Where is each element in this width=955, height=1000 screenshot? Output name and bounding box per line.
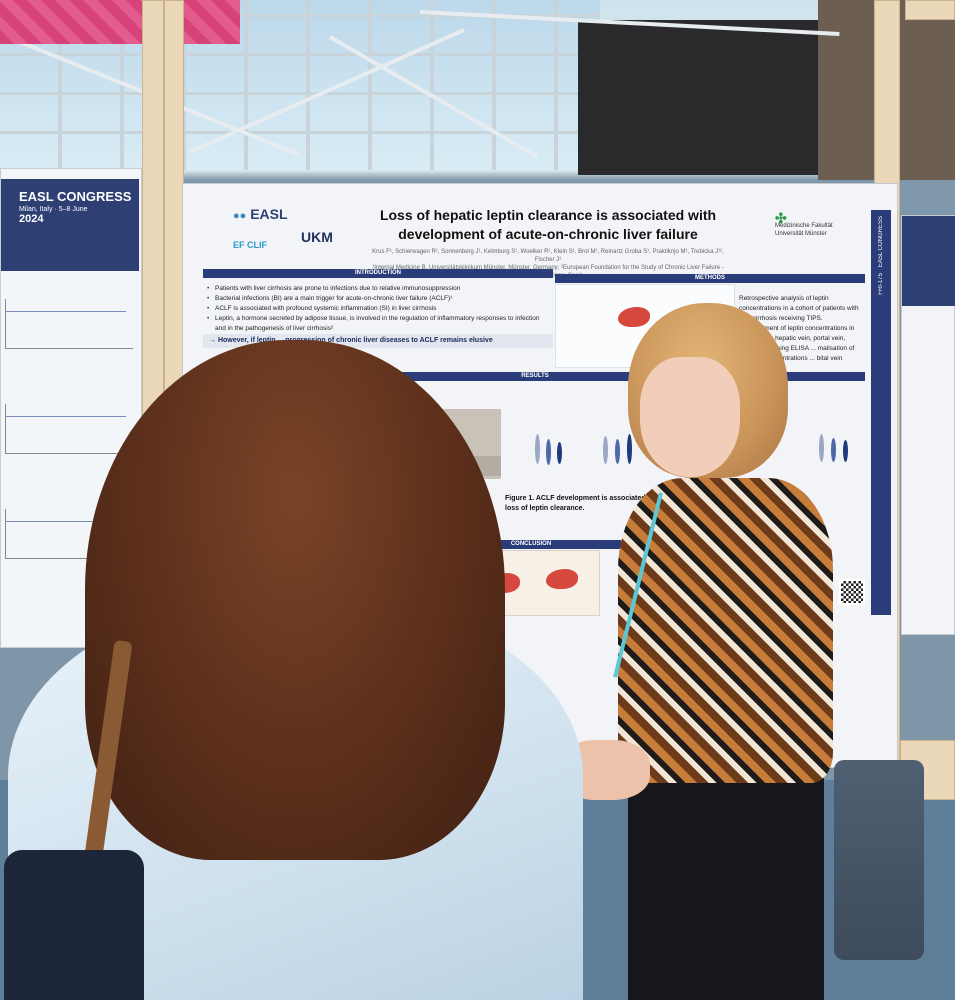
intro-bullet: Patients with liver cirrhosis are prone … [207,284,547,294]
congress-place: Milan, Italy [19,206,53,213]
wooden-frame-beam [905,0,955,20]
congress-side-strip: EASL CONGRESS FRI-175 [871,210,891,615]
congress-header: EASL CONGRESS Milan, Italy · 5–8 June 20… [1,179,139,271]
dark-wall-section [578,20,818,175]
pink-banner [0,0,240,44]
introduction-list: Patients with liver cirrhosis are prone … [207,284,547,334]
intro-bullet: Bacterial infections (BI) are a main tri… [207,294,547,304]
congress-name: EASL CONGRESS [19,189,132,204]
violin-plot [615,439,620,464]
background-person [834,760,924,960]
poster-title: Loss of hepatic leptin clearance is asso… [379,207,717,242]
intro-bullet: Leptin, a hormone secreted by adipose ti… [207,314,547,334]
easl-logo: ●● EASL [233,206,288,222]
congress-year: 2024 [19,213,44,225]
survival-plot [5,404,133,454]
introduction-header: INTRODUCTION [203,269,553,278]
results-header: RESULTS [205,372,865,381]
conclusion-header: CONCLUSION [441,540,621,549]
efclif-logo: EF CLIF [233,240,267,250]
survival-plot [5,299,133,349]
university-logo: ✣ Medizinische Fakultät Universität Münst… [775,210,833,237]
right-poster-header [902,216,955,306]
violin-plot [819,434,824,462]
right-poster [901,215,955,635]
methods-header: METHODS [555,274,865,283]
liver-icon [546,569,578,589]
congress-dates: 5–8 June [58,206,88,213]
survival-plot [5,509,133,559]
violin-plot [535,434,540,464]
violin-plot [831,438,836,462]
violin-plot [627,434,632,464]
violin-plot [557,442,562,464]
visitor-hair [85,340,505,860]
violin-plot [546,439,551,465]
intro-bullet: ACLF is associated with profound systemi… [207,304,547,314]
qr-code-icon [839,579,865,605]
shoulder-bag [4,850,144,1000]
methods-text: Retrospective analysis of leptin concent… [739,295,859,362]
violin-plot [603,436,608,464]
violin-plot [843,440,848,462]
presenter-face [640,357,740,477]
figure-caption: Figure 1. ACLF development is associated… [505,495,662,512]
ukm-logo: UKM [301,229,333,245]
liver-icon [618,307,650,327]
